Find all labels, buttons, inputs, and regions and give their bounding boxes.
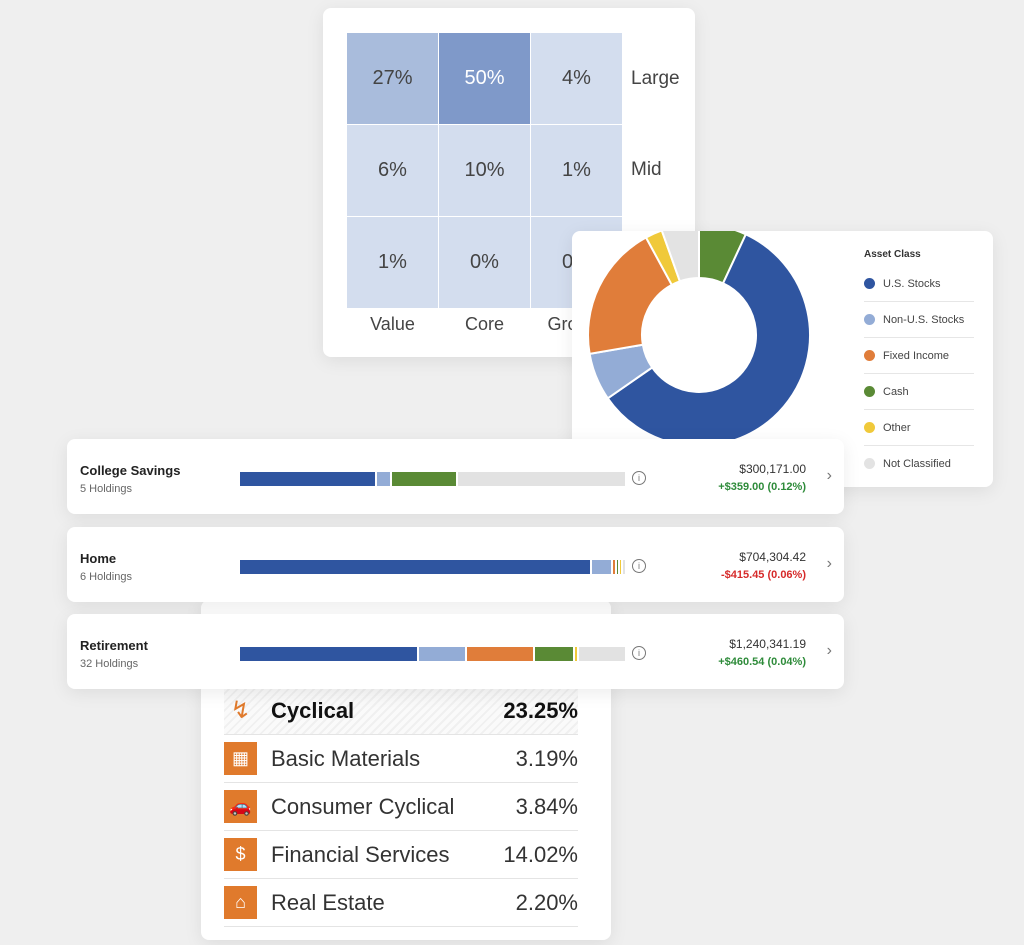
allocation-bar [240,560,625,574]
account-value: $704,304.42 [739,550,806,564]
account-name: Home [80,551,117,566]
legend-item: Fixed Income [864,338,974,374]
account-name: Retirement [80,638,148,653]
allocation-segment [619,560,623,574]
asset-class-legend: Asset Class U.S. Stocks Non-U.S. Stocks Fi… [864,249,974,481]
sector-row: $ Financial Services 14.02% [224,831,578,879]
legend-item: Non-U.S. Stocks [864,302,974,338]
asset-class-donut [587,231,811,447]
chevron-right-icon[interactable]: › [826,642,832,659]
cyclical-icon: ↯ [230,697,251,724]
style-cell: 1% [347,217,438,308]
allocation-segment [616,560,620,574]
sector-name: Financial Services [271,841,450,867]
legend-label: Cash [883,385,909,398]
legend-dot-icon [864,422,875,433]
allocation-segment [592,560,614,574]
allocation-segment [574,647,579,661]
account-value: $300,171.00 [739,462,806,476]
account-change: -$415.45 (0.06%) [721,569,806,581]
col-label-core: Core [464,314,504,334]
legend-dot-icon [864,314,875,325]
account-holdings: 6 Holdings [80,571,132,583]
allocation-bar [240,647,625,661]
allocation-segment [240,647,420,661]
info-icon[interactable]: i [632,646,646,660]
account-row[interactable]: Home 6 Holdings i $704,304.42 -$415.45 (… [67,527,844,602]
legend-item: Other [864,410,974,446]
legend-item: Not Classified [864,446,974,481]
chevron-right-icon[interactable]: › [826,467,832,484]
allocation-segment [534,647,575,661]
car-icon: 🚗 [224,790,257,823]
donut-slice-u-s-stocks[interactable] [606,233,811,447]
style-box-card: 27%50%4%6%10%1%1%0%0% Large Mid Value Co… [323,8,695,357]
info-icon[interactable]: i [632,471,646,485]
col-label-value: Value [370,314,415,334]
sector-name: Consumer Cyclical [271,793,455,819]
style-cell: 6% [347,125,438,216]
allocation-segment [377,472,393,486]
house-icon: ⌂ [224,886,257,919]
sector-pct: 2.20% [515,889,578,915]
legend-label: Fixed Income [883,349,950,362]
account-change: +$359.00 (0.12%) [718,481,806,493]
style-cell: 10% [439,125,530,216]
allocation-segment [419,647,468,661]
style-cell: 4% [531,33,622,124]
sector-pct: 14.02% [503,841,578,867]
legend-label: Not Classified [883,457,951,470]
donut-slice-not-classified[interactable] [660,231,700,283]
legend-label: U.S. Stocks [883,277,941,290]
sector-header-cyclical: ↯ Cyclical 23.25% [224,687,578,735]
allocation-segment [392,472,458,486]
sector-row: ⌂ Real Estate 2.20% [224,879,578,927]
style-cell: 27% [347,33,438,124]
allocation-segment [240,472,378,486]
account-name: College Savings [80,463,181,478]
allocation-segment [240,560,593,574]
sector-name: Real Estate [271,889,385,915]
account-holdings: 5 Holdings [80,483,132,495]
financial-services-icon: $ [224,838,257,871]
legend-dot-icon [864,386,875,397]
legend-dot-icon [864,278,875,289]
style-cell: 50% [439,33,530,124]
sector-row: 🚗 Consumer Cyclical 3.84% [224,783,578,831]
sector-name: Cyclical [271,697,355,723]
allocation-segment [467,647,535,661]
legend-label: Non-U.S. Stocks [883,313,965,326]
legend-item: Cash [864,374,974,410]
account-row[interactable]: College Savings 5 Holdings i $300,171.00… [67,439,844,514]
chevron-right-icon[interactable]: › [826,555,832,572]
sector-pct: 23.25% [503,697,578,723]
style-cell: 0% [439,217,530,308]
row-label-large: Large [631,68,680,89]
allocation-bar [240,472,625,486]
row-label-mid: Mid [631,159,662,180]
legend-dot-icon [864,350,875,361]
account-holdings: 32 Holdings [80,658,139,670]
legend-dot-icon [864,458,875,469]
account-row[interactable]: Retirement 32 Holdings i $1,240,341.19 +… [67,614,844,689]
sector-pct: 3.19% [515,745,578,771]
sector-row: ▦ Basic Materials 3.19% [224,735,578,783]
sector-name: Basic Materials [271,745,421,771]
legend-title: Asset Class [864,249,921,260]
style-cell: 1% [531,125,622,216]
info-icon[interactable]: i [632,559,646,573]
account-value: $1,240,341.19 [729,637,806,651]
basic-materials-icon: ▦ [224,742,257,775]
sector-pct: 3.84% [515,793,578,819]
legend-item: U.S. Stocks [864,266,974,302]
legend-label: Other [883,421,911,434]
account-change: +$460.54 (0.04%) [718,656,806,668]
allocation-segment [613,560,617,574]
